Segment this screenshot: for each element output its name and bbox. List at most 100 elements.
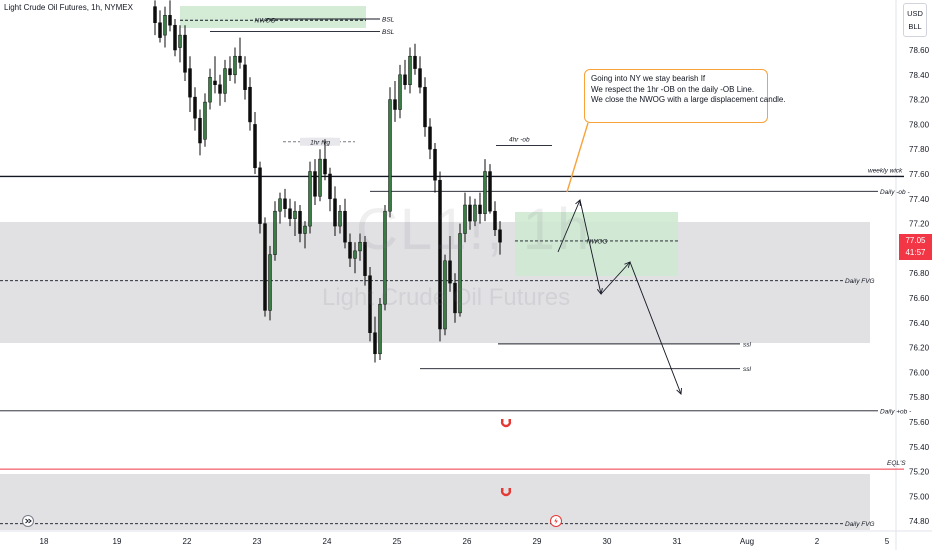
- lower-daily-fvg-zone: [0, 474, 870, 530]
- candle-body: [223, 68, 227, 94]
- candle-body: [423, 86, 427, 128]
- nwog-zone-right: [515, 212, 678, 276]
- projection-arrows: [557, 199, 682, 395]
- candle-body: [283, 198, 287, 209]
- candle-body: [218, 84, 222, 94]
- last-price: 77.05: [905, 236, 926, 245]
- candle-body: [323, 158, 327, 175]
- x-tick-label: 2: [815, 537, 820, 546]
- candle-body: [353, 250, 357, 259]
- callout-line: We respect the 1hr -OB on the daily -OB …: [591, 84, 755, 94]
- watermark-name: Light Crude Oil Futures: [322, 284, 571, 311]
- level-label: EQL'S: [887, 460, 906, 467]
- y-tick-label: 76.40: [909, 319, 930, 328]
- candle-body: [228, 68, 232, 76]
- y-tick-label: 76.20: [909, 344, 930, 353]
- candle-body: [253, 124, 257, 169]
- level-label: 1hr fvg: [310, 139, 330, 146]
- x-tick-label: 19: [113, 537, 122, 546]
- currency-selector[interactable]: USD BLL: [903, 3, 927, 37]
- candle-body: [458, 233, 462, 314]
- candle-body: [163, 15, 167, 36]
- callout-line: Going into NY we stay bearish If: [591, 74, 706, 83]
- candle-body: [358, 241, 362, 252]
- y-tick-label: 78.20: [909, 96, 930, 105]
- level-label: Daily -ob -: [880, 189, 910, 196]
- x-tick-label: 31: [673, 537, 682, 546]
- y-tick-label: 75.00: [909, 492, 930, 501]
- candle-body: [443, 260, 447, 330]
- level-label: ssl: [743, 366, 752, 373]
- y-tick-label: 78.60: [909, 46, 930, 55]
- candle-body: [243, 64, 247, 90]
- candle-body: [278, 198, 282, 212]
- level-label: Daily FVG: [845, 521, 875, 528]
- x-tick-label: 30: [603, 537, 612, 546]
- arrow-segment: [629, 261, 682, 395]
- candle-body: [273, 210, 277, 255]
- candle-body: [493, 210, 497, 231]
- candle-body: [413, 55, 417, 69]
- candle-body: [468, 204, 472, 222]
- candle-body: [308, 171, 312, 227]
- double-chevron-icon[interactable]: [22, 515, 34, 527]
- candle-body: [348, 241, 352, 259]
- arrow-head: [676, 387, 682, 395]
- candle-body: [398, 74, 402, 110]
- candles: [153, 0, 502, 363]
- level-label-bg: [306, 137, 334, 146]
- candle-body: [203, 101, 207, 140]
- last-price-tag: 77.05 41:57: [899, 234, 932, 260]
- callout-line: We close the NWOG with a large displacem…: [591, 95, 786, 104]
- candle-body: [433, 148, 437, 181]
- candle-body: [333, 198, 337, 227]
- candle-body: [318, 158, 322, 197]
- magnet-icon[interactable]: [500, 419, 512, 428]
- y-tick-label: 77.80: [909, 145, 930, 154]
- candle-body: [258, 167, 262, 224]
- candle-body: [388, 99, 392, 212]
- candle-body: [383, 210, 387, 305]
- y-tick-label: 78.00: [909, 120, 930, 129]
- level-label: BSL: [382, 17, 395, 24]
- candle-body: [448, 260, 452, 284]
- arrow-segment: [557, 199, 581, 253]
- candle-body: [403, 74, 407, 85]
- x-tick-label: 26: [463, 537, 472, 546]
- unit-label: BLL: [908, 22, 922, 31]
- daily-fvg-zone: [0, 222, 870, 343]
- level-label: NWOG: [255, 18, 276, 25]
- candle-body: [453, 282, 457, 314]
- x-tick-label: Aug: [740, 537, 754, 546]
- candle-body: [418, 68, 422, 88]
- trade-note-callout[interactable]: Going into NY we stay bearish If We resp…: [584, 69, 786, 123]
- candle-body: [428, 126, 432, 150]
- candle-body: [188, 68, 192, 98]
- candle-body: [298, 210, 302, 234]
- candle-body: [408, 55, 412, 85]
- y-tick-label: 75.40: [909, 443, 930, 452]
- candle-body: [488, 171, 492, 212]
- candle-body: [238, 55, 242, 63]
- candle-body: [438, 179, 442, 330]
- candle-body: [178, 34, 182, 48]
- y-tick-label: 78.40: [909, 71, 930, 80]
- candle-body: [393, 99, 397, 110]
- candle-body: [483, 171, 487, 214]
- chart-title: Light Crude Oil Futures, 1h, NYMEX: [4, 3, 133, 12]
- candle-body: [473, 204, 477, 222]
- candle-body: [158, 22, 162, 38]
- candle-body: [313, 171, 317, 197]
- candle-body: [168, 15, 172, 26]
- magnet-icon[interactable]: [500, 488, 512, 497]
- y-tick-label: 74.80: [909, 517, 930, 526]
- candle-body: [263, 223, 267, 311]
- lightning-icon[interactable]: [550, 515, 562, 527]
- candle-body: [478, 204, 482, 214]
- level-label: ssl: [743, 341, 752, 348]
- x-tick-label: 22: [183, 537, 192, 546]
- candle-body: [303, 225, 307, 234]
- y-tick-label: 75.60: [909, 418, 930, 427]
- candle-body: [213, 80, 217, 85]
